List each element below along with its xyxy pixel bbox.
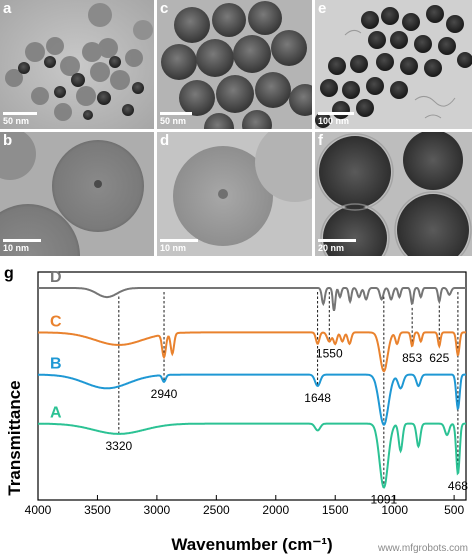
series-line-D bbox=[38, 286, 466, 312]
ftir-chart: g Transmittance 4000 3500 3000 2500 2000 1500… bbox=[4, 265, 468, 554]
scale-bar-b: 10 nm bbox=[3, 239, 41, 253]
tem-micrograph-a bbox=[0, 0, 154, 129]
peak-label: 625 bbox=[429, 351, 449, 365]
tem-micrograph-d bbox=[157, 132, 312, 256]
tem-micrograph-e bbox=[315, 0, 472, 129]
x-tick-label: 2000 bbox=[262, 503, 289, 517]
watermark: www.mfgrobots.com bbox=[377, 543, 468, 554]
x-tick-label: 4000 bbox=[25, 503, 52, 517]
x-tick-label: 1500 bbox=[322, 503, 349, 517]
panel-letter-g: g bbox=[4, 265, 14, 282]
peak-label: 853 bbox=[402, 351, 422, 365]
scale-label-d: 10 nm bbox=[160, 243, 187, 253]
tem-image-f: f 20 nm bbox=[315, 132, 472, 256]
series-label-D: D bbox=[50, 269, 62, 286]
series-label-A: A bbox=[50, 405, 62, 422]
x-axis-label: Wavenumber (cm⁻¹) bbox=[171, 535, 332, 554]
tem-micrograph-b bbox=[0, 132, 154, 256]
scale-bar-a: 50 nm bbox=[3, 112, 37, 126]
plot-frame bbox=[37, 271, 467, 501]
series-line-C bbox=[38, 331, 466, 373]
scale-label-a: 50 nm bbox=[3, 116, 30, 126]
panel-letter-b: b bbox=[3, 132, 13, 149]
panel-letter-a: a bbox=[3, 0, 12, 17]
scale-bar-d: 10 nm bbox=[160, 239, 198, 253]
x-tick-label: 3500 bbox=[84, 503, 111, 517]
x-tick-label: 3000 bbox=[144, 503, 171, 517]
series-labels: D C B A bbox=[50, 269, 62, 422]
tem-image-d: d 10 nm bbox=[157, 132, 312, 256]
reference-lines bbox=[118, 291, 459, 488]
tem-image-e: e 100 nm bbox=[315, 0, 472, 129]
tem-image-b: b 10 nm bbox=[0, 132, 154, 256]
peak-label: 468 bbox=[448, 479, 468, 493]
x-tick-label: 1000 bbox=[381, 503, 408, 517]
scale-label-b: 10 nm bbox=[3, 243, 30, 253]
peak-label: 1091 bbox=[370, 492, 397, 506]
x-tick-label: 2500 bbox=[203, 503, 230, 517]
x-axis-ticks: 4000 3500 3000 2500 2000 1500 1000 500 bbox=[25, 495, 464, 517]
series-label-C: C bbox=[50, 313, 62, 330]
tem-micrograph-c bbox=[157, 0, 312, 129]
scale-bar-e: 100 nm bbox=[318, 112, 354, 126]
peak-label: 1550 bbox=[316, 347, 343, 361]
tem-micrograph-f bbox=[315, 132, 472, 256]
peak-label: 3320 bbox=[105, 439, 132, 453]
series-label-B: B bbox=[50, 356, 62, 373]
tem-image-c: c 50 nm bbox=[157, 0, 312, 129]
tem-image-a: a 50 nm bbox=[0, 0, 154, 129]
spectra bbox=[38, 286, 466, 489]
series-line-A bbox=[38, 422, 466, 489]
panel-letter-c: c bbox=[160, 0, 169, 17]
panel-letter-d: d bbox=[160, 132, 170, 149]
peak-label: 1648 bbox=[304, 391, 331, 405]
peak-annotations: 3320 2940 1648 1550 1091 853 625 468 bbox=[105, 347, 468, 507]
x-tick-label: 500 bbox=[444, 503, 464, 517]
peak-label: 2940 bbox=[151, 387, 178, 401]
y-axis-label: Transmittance bbox=[5, 380, 24, 495]
scale-bar-f: 20 nm bbox=[318, 239, 356, 253]
panel-letter-f: f bbox=[318, 132, 323, 149]
scale-label-c: 50 nm bbox=[160, 116, 187, 126]
scale-label-e: 100 nm bbox=[318, 116, 350, 126]
scale-bar-c: 50 nm bbox=[160, 112, 192, 126]
scale-label-f: 20 nm bbox=[318, 243, 345, 253]
panel-letter-e: e bbox=[318, 0, 327, 17]
series-line-B bbox=[38, 373, 466, 426]
